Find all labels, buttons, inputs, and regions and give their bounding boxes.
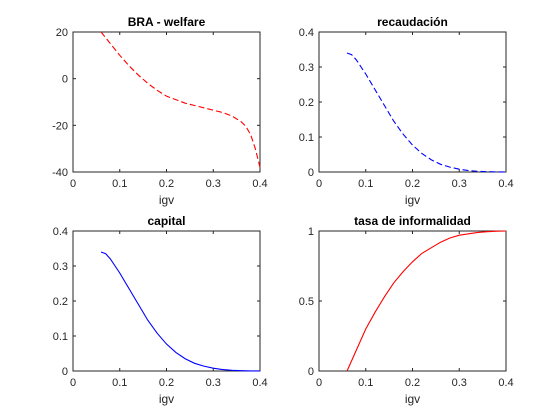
subplot-title: tasa de informalidad — [354, 214, 471, 228]
series-line — [100, 251, 261, 372]
y-tick-label: 1 — [308, 226, 314, 238]
y-tick-label: 0 — [308, 167, 314, 179]
y-tick-label: 0.2 — [299, 97, 314, 109]
plot-frame — [72, 31, 261, 173]
y-tick-label: 0 — [62, 74, 68, 86]
x-tick-label: 0.3 — [206, 178, 221, 190]
x-tick-label: 0.3 — [452, 178, 467, 190]
subplot-title: recaudación — [377, 15, 448, 29]
x-axis-label: igv — [405, 193, 420, 207]
subplot-1: 0 0.1 0.2 0.3 0.4 -40 -20 0 20 BRA - welfare igv — [52, 15, 268, 207]
y-tick-label: 0.1 — [299, 132, 314, 144]
x-tick-label: 0 — [70, 178, 76, 190]
y-tick-label: 0 — [62, 366, 68, 378]
x-tick-label: 0.2 — [159, 178, 174, 190]
x-tick-label: 0.3 — [452, 377, 467, 389]
series-line — [346, 52, 507, 173]
x-tick-label: 0.3 — [206, 377, 221, 389]
x-tick-label: 0 — [316, 178, 322, 190]
x-tick-label: 0.4 — [252, 178, 267, 190]
x-tick-label: 0.1 — [112, 178, 127, 190]
y-tick-label: 0.2 — [53, 296, 68, 308]
x-tick-label: 0.4 — [252, 377, 267, 389]
y-tick-label: 0.3 — [299, 62, 314, 74]
x-tick-label: 0.4 — [498, 178, 513, 190]
series-line — [346, 230, 507, 372]
y-tick-label: 0 — [308, 366, 314, 378]
y-tick-label: -40 — [52, 167, 68, 179]
y-tick-label: 20 — [56, 27, 68, 39]
y-tick-label: 0.1 — [53, 331, 68, 343]
subplot-title: BRA - welfare — [128, 15, 206, 29]
x-axis-label: igv — [159, 392, 174, 406]
x-tick-label: 0.2 — [159, 377, 174, 389]
x-axis-label: igv — [159, 193, 174, 207]
plot-frame — [318, 230, 507, 372]
subplot-2: 0 0.1 0.2 0.3 0.4 0 0.1 0.2 0.3 0.4 recaudación igv — [299, 15, 514, 207]
x-tick-label: 0.2 — [405, 377, 420, 389]
x-tick-label: 0 — [70, 377, 76, 389]
subplot-4: 0 0.1 0.2 0.3 0.4 0 0.5 1 tasa de informalidad ig… — [299, 214, 514, 406]
x-tick-label: 0.4 — [498, 377, 513, 389]
subplot-title: capital — [147, 214, 185, 228]
plot-frame — [72, 230, 261, 372]
x-axis-label: igv — [405, 392, 420, 406]
x-tick-label: 0.1 — [358, 178, 373, 190]
subplot-3: 0 0.1 0.2 0.3 0.4 0 0.1 0.2 0.3 0.4 capital igv — [53, 214, 268, 406]
y-tick-label: 0.3 — [53, 261, 68, 273]
x-tick-label: 0.1 — [112, 377, 127, 389]
y-tick-label: 0.4 — [53, 226, 68, 238]
y-tick-label: -20 — [52, 120, 68, 132]
y-tick-label: 0.5 — [299, 296, 314, 308]
x-tick-label: 0 — [316, 377, 322, 389]
y-tick-label: 0.4 — [299, 27, 314, 39]
series-line — [100, 31, 261, 168]
x-tick-label: 0.1 — [358, 377, 373, 389]
x-tick-label: 0.2 — [405, 178, 420, 190]
